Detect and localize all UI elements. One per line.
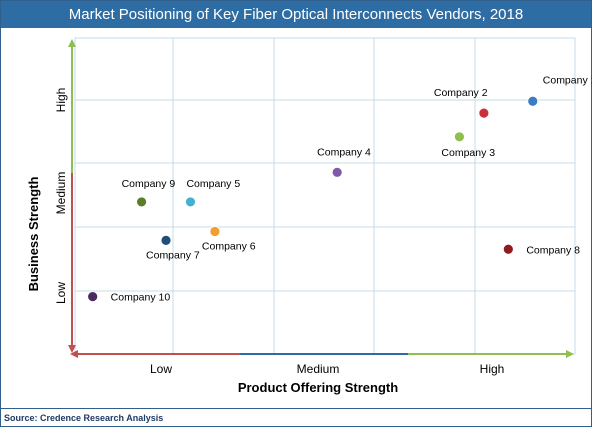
y-tick-label: Low <box>54 282 68 304</box>
data-point <box>527 95 539 107</box>
point-label: Company 3 <box>441 147 495 159</box>
point-label: Company 9 <box>122 178 176 190</box>
y-axis-label: Business Strength <box>26 177 41 292</box>
data-point <box>185 196 196 208</box>
point-label: Company 4 <box>317 146 371 158</box>
data-points: Company 1 Company 2 Company 3 Company 4 Comp… <box>87 74 592 304</box>
y-tick-label: Medium <box>54 172 68 215</box>
point-label: Company 1 <box>543 74 592 86</box>
point-label: Company 10 <box>111 292 171 304</box>
point-label: Company 7 <box>146 249 200 261</box>
data-point <box>331 166 343 178</box>
point-label: Company 8 <box>526 244 580 256</box>
chart-title: Market Positioning of Key Fiber Optical … <box>1 1 591 28</box>
plot-svg: Low Medium High Low Medium High Product Offer… <box>26 37 592 395</box>
x-axis-label: Product Offering Strength <box>238 380 398 395</box>
point-label: Company 2 <box>434 87 488 99</box>
data-point <box>478 107 490 119</box>
tick-labels: Low Medium High Low Medium High <box>54 88 504 376</box>
gridlines <box>75 38 575 354</box>
data-point <box>454 131 465 143</box>
data-point <box>160 234 172 246</box>
data-point <box>209 226 221 237</box>
data-point <box>136 196 147 208</box>
point-label: Company 5 <box>186 178 240 190</box>
point-label: Company 6 <box>202 241 256 253</box>
plot-area <box>74 37 576 355</box>
data-point <box>87 291 99 303</box>
axis-arrows <box>68 39 574 358</box>
y-tick-label: High <box>54 88 68 113</box>
x-tick-label: High <box>480 362 505 376</box>
scatter-chart: Low Medium High Low Medium High Product Offer… <box>0 28 592 408</box>
x-tick-label: Low <box>150 362 172 376</box>
data-point <box>502 243 514 255</box>
source-note: Source: Credence Research Analysis <box>1 408 591 426</box>
x-tick-label: Medium <box>297 362 340 376</box>
